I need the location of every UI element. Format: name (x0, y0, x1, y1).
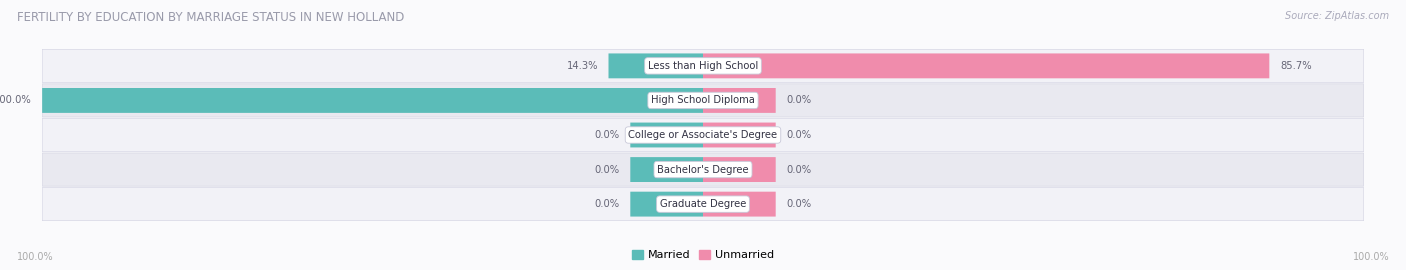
Text: 0.0%: 0.0% (786, 164, 811, 175)
Text: FERTILITY BY EDUCATION BY MARRIAGE STATUS IN NEW HOLLAND: FERTILITY BY EDUCATION BY MARRIAGE STATU… (17, 11, 405, 24)
FancyBboxPatch shape (46, 85, 1364, 116)
Text: 0.0%: 0.0% (595, 130, 620, 140)
Text: 0.0%: 0.0% (595, 164, 620, 175)
FancyBboxPatch shape (46, 154, 1364, 185)
FancyBboxPatch shape (42, 119, 1364, 151)
FancyBboxPatch shape (42, 49, 1364, 82)
FancyBboxPatch shape (42, 153, 1364, 186)
Text: 85.7%: 85.7% (1279, 61, 1312, 71)
FancyBboxPatch shape (42, 88, 703, 113)
FancyBboxPatch shape (630, 123, 703, 147)
Text: 0.0%: 0.0% (786, 130, 811, 140)
FancyBboxPatch shape (46, 188, 1364, 220)
FancyBboxPatch shape (42, 84, 1364, 117)
Text: 0.0%: 0.0% (786, 95, 811, 106)
FancyBboxPatch shape (703, 192, 776, 217)
Text: Source: ZipAtlas.com: Source: ZipAtlas.com (1285, 11, 1389, 21)
Text: 100.0%: 100.0% (17, 252, 53, 262)
Legend: Married, Unmarried: Married, Unmarried (627, 245, 779, 264)
Text: 0.0%: 0.0% (786, 199, 811, 209)
FancyBboxPatch shape (703, 88, 776, 113)
Text: Bachelor's Degree: Bachelor's Degree (657, 164, 749, 175)
Text: 100.0%: 100.0% (1353, 252, 1389, 262)
Text: 14.3%: 14.3% (567, 61, 598, 71)
FancyBboxPatch shape (703, 53, 1270, 78)
FancyBboxPatch shape (630, 192, 703, 217)
Text: College or Associate's Degree: College or Associate's Degree (628, 130, 778, 140)
Text: Graduate Degree: Graduate Degree (659, 199, 747, 209)
FancyBboxPatch shape (630, 157, 703, 182)
FancyBboxPatch shape (703, 123, 776, 147)
Text: High School Diploma: High School Diploma (651, 95, 755, 106)
FancyBboxPatch shape (46, 50, 1364, 82)
FancyBboxPatch shape (609, 53, 703, 78)
FancyBboxPatch shape (703, 157, 776, 182)
Text: 100.0%: 100.0% (0, 95, 31, 106)
FancyBboxPatch shape (42, 188, 1364, 221)
Text: Less than High School: Less than High School (648, 61, 758, 71)
Text: 0.0%: 0.0% (595, 199, 620, 209)
FancyBboxPatch shape (46, 119, 1364, 151)
